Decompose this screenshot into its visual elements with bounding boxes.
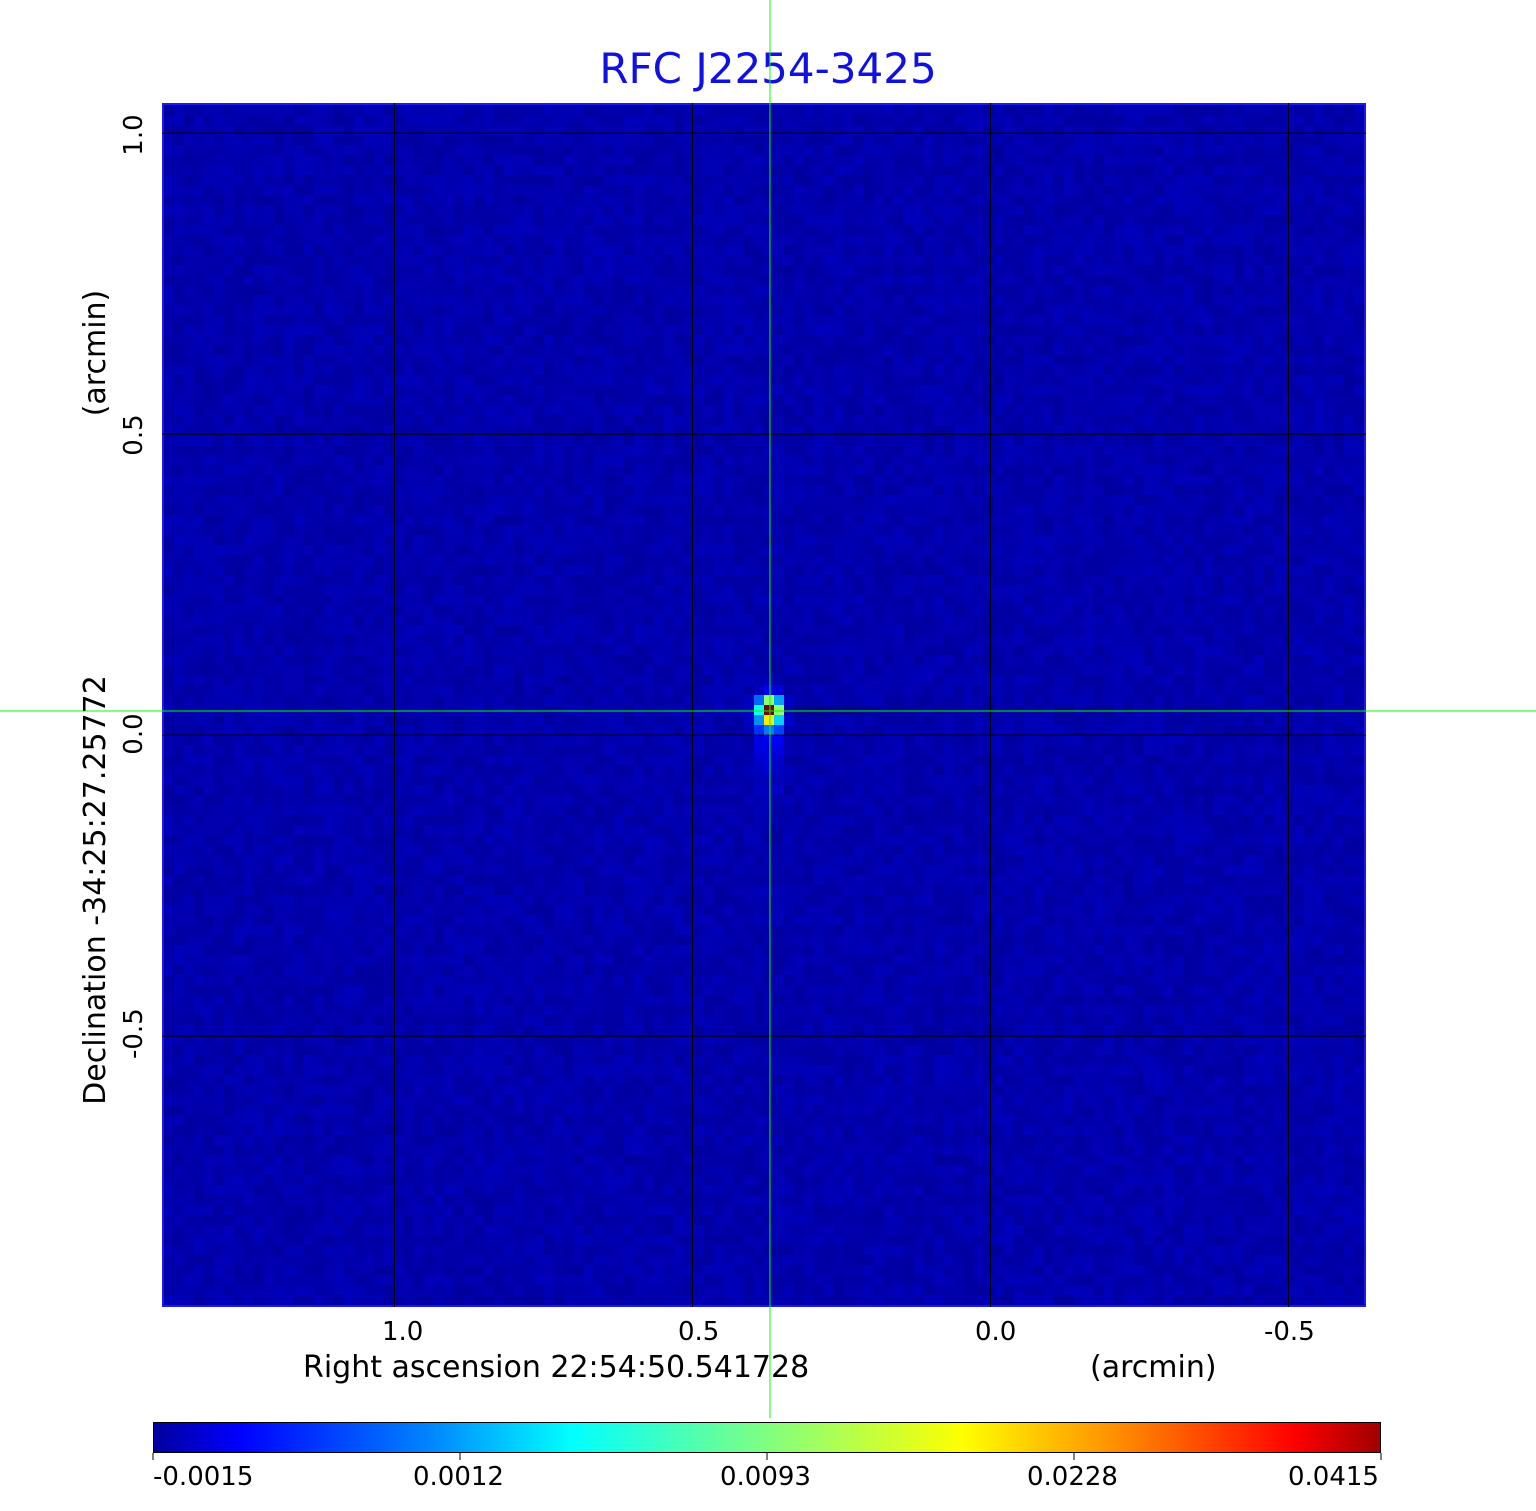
colorbar-tick-label: 0.0228 (1027, 1462, 1118, 1492)
y-axis-label: Declination -34:25:27.25772 (78, 675, 113, 1105)
radio-image-heatmap (164, 105, 1364, 1305)
colorbar-tick-label: -0.0015 (153, 1462, 254, 1492)
colorbar-tick-label: 0.0012 (413, 1462, 504, 1492)
x-tick-label: 0.0 (975, 1317, 1017, 1347)
x-tick-label: 0.5 (678, 1317, 720, 1347)
image-plot-area[interactable] (162, 103, 1366, 1307)
chart-title: RFC J2254-3425 (599, 44, 937, 93)
x-tick-label: -0.5 (1264, 1317, 1315, 1347)
colorbar-tick-label: 0.0415 (1288, 1462, 1379, 1492)
y-tick-label: -0.5 (119, 1008, 149, 1059)
y-tick-label: 0.5 (119, 414, 149, 456)
y-tick-label: 1.0 (119, 114, 149, 156)
x-axis-unit: (arcmin) (1090, 1350, 1217, 1385)
colorbar (153, 1422, 1381, 1453)
x-axis-label: Right ascension 22:54:50.541728 (303, 1350, 810, 1385)
colorbar-tick-label: 0.0093 (720, 1462, 811, 1492)
y-axis-unit: (arcmin) (78, 289, 113, 417)
y-tick-label: 0.0 (119, 713, 149, 755)
x-tick-label: 1.0 (382, 1317, 424, 1347)
